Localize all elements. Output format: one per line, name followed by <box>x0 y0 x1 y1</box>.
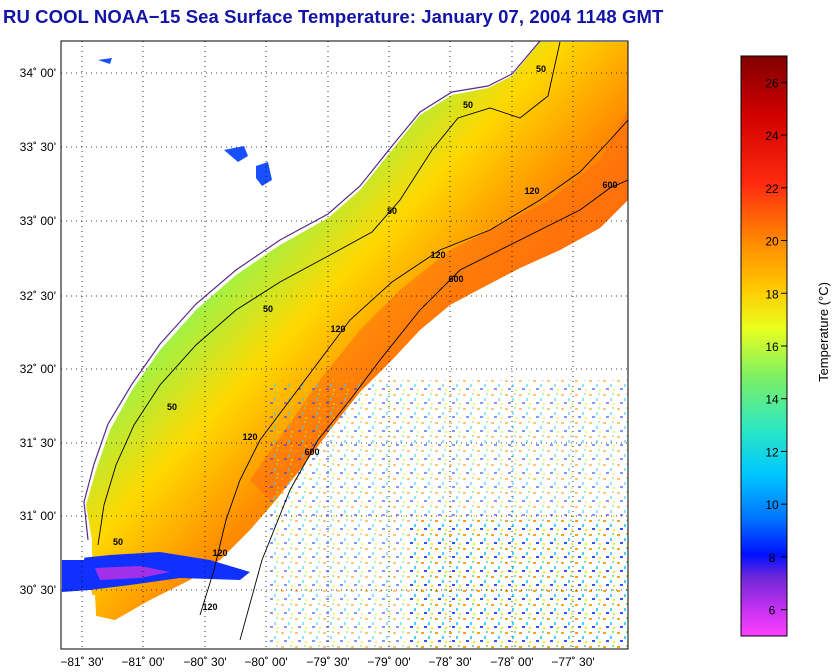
latitude-tick-labels: 34˚ 00' 33˚ 30' 33˚ 00' 32˚ 30' 32˚ 00' 31˚ 3… <box>20 66 56 597</box>
contour-label: 50 <box>536 64 546 74</box>
latitude-tick-label: 33˚ 30' <box>20 140 56 154</box>
colorbar-tick-label: 8 <box>769 551 776 565</box>
contour-label: 50 <box>463 100 473 110</box>
longitude-tick-label: −79˚ 00' <box>367 655 410 669</box>
latitude-tick-label: 32˚ 00' <box>20 362 56 376</box>
colorbar-tick-label: 14 <box>765 393 779 407</box>
land-mass <box>61 41 540 560</box>
contour-label: 50 <box>263 304 273 314</box>
page-title: RU COOL NOAA−15 Sea Surface Temperature:… <box>3 6 664 27</box>
colorbar-tick-label: 10 <box>765 498 779 512</box>
contour-label: 50 <box>387 206 397 216</box>
latitude-tick-label: 30˚ 30' <box>20 583 56 597</box>
coastline <box>83 41 541 541</box>
colorbar-tick-label: 12 <box>765 445 779 459</box>
inland-lake <box>224 146 248 162</box>
contour-label: 120 <box>430 250 445 260</box>
longitude-tick-label: −77˚ 30' <box>551 655 594 669</box>
latitude-tick-label: 33˚ 00' <box>20 214 56 228</box>
contour-50m <box>97 41 561 546</box>
contour-120m <box>199 119 628 616</box>
contour-label: 120 <box>330 324 345 334</box>
inland-lake <box>256 162 272 186</box>
contour-label: 50 <box>113 537 123 547</box>
colorbar-tick-label: 22 <box>765 182 779 196</box>
longitude-tick-label: −78˚ 00' <box>490 655 533 669</box>
map-frame <box>60 40 629 650</box>
cold-plume-magenta <box>95 566 170 580</box>
longitude-tick-labels: −81˚ 30' −81˚ 00' −80˚ 30' −80˚ 00' −79˚ 30'… <box>60 655 594 669</box>
colorbar <box>740 55 788 637</box>
contour-label: 120 <box>524 186 539 196</box>
contour-label: 120 <box>212 548 227 558</box>
latitude-tick-label: 32˚ 30' <box>20 289 56 303</box>
colorbar-tick-label: 16 <box>765 340 779 354</box>
contour-label: 600 <box>602 180 617 190</box>
colorbar-tick-label: 26 <box>765 76 779 90</box>
cloud-speckle-2 <box>410 520 628 649</box>
latitude-tick-label: 31˚ 00' <box>20 509 56 523</box>
longitude-tick-label: −81˚ 00' <box>121 655 164 669</box>
contour-600m <box>239 179 628 641</box>
longitude-tick-label: −81˚ 30' <box>60 655 103 669</box>
colorbar-tick-label: 18 <box>765 287 779 301</box>
latitude-tick-label: 34˚ 00' <box>20 66 56 80</box>
contour-label: 120 <box>202 602 217 612</box>
longitude-tick-label: −80˚ 00' <box>244 655 287 669</box>
sst-field <box>86 42 628 620</box>
contour-label: 600 <box>448 274 463 284</box>
colorbar-tick-label: 24 <box>765 129 779 143</box>
contour-label: 600 <box>304 447 319 457</box>
contour-label: 50 <box>167 402 177 412</box>
contour-label: 120 <box>242 432 257 442</box>
contour-labels: 50 50 50 50 50 50 120 120 120 120 120 120 600 600 600 <box>113 64 618 612</box>
colorbar-tick-labels: 26 24 22 20 18 16 14 12 10 8 6 <box>765 76 787 618</box>
colorbar-tick-label: 6 <box>769 604 776 618</box>
longitude-tick-label: −78˚ 30' <box>428 655 471 669</box>
longitude-tick-label: −80˚ 30' <box>183 655 226 669</box>
colorbar-tick-label: 20 <box>765 235 779 249</box>
latitude-tick-label: 31˚ 30' <box>20 436 56 450</box>
florida-land <box>61 595 98 649</box>
longitude-tick-label: −79˚ 30' <box>306 655 349 669</box>
map-area: 50 50 50 50 50 50 120 120 120 120 120 120 600 600 600 <box>61 41 628 649</box>
inland-lake <box>98 58 112 64</box>
colorbar-label: Temperature (°C) <box>816 282 831 382</box>
